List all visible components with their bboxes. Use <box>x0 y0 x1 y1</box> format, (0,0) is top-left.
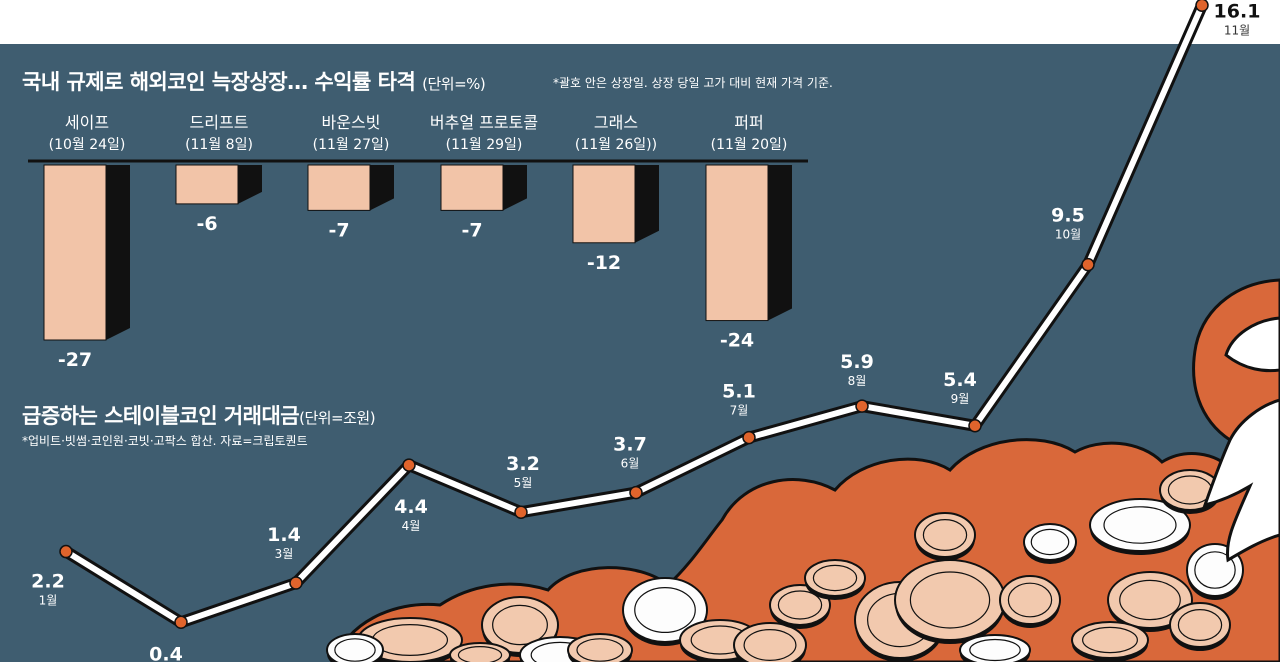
bar-value-label: -12 <box>587 252 621 274</box>
bar-value-label: -7 <box>328 219 349 241</box>
line-chart-note: *업비트·빗썸·코인원·코빗·고팍스 합산. 자료=크립토퀀트 <box>22 434 308 448</box>
line-month-label: 8월 <box>848 374 867 388</box>
line-value-label: 5.1 <box>722 381 756 403</box>
bar-chart: -27 세이프 (10월 24일) -6 드리프트 (11월 8일) -7 바운스빗 (11월 … <box>28 113 808 371</box>
line-value-label: 16.1 <box>1214 0 1261 22</box>
bar-shadow <box>635 165 659 243</box>
coin <box>449 642 511 662</box>
coin-rim <box>1194 551 1236 589</box>
bar <box>572 164 636 244</box>
line-point <box>1081 257 1095 272</box>
bar-shadow <box>106 165 130 340</box>
line-point <box>289 576 303 590</box>
coin <box>959 634 1031 662</box>
bar <box>43 164 107 341</box>
bar-date-label: (11월 20일) <box>711 137 788 153</box>
coin-rim <box>634 586 696 633</box>
line-point <box>59 544 73 559</box>
line-point <box>855 399 869 413</box>
coin-rim <box>777 590 823 620</box>
bar-chart-note: *괄호 안은 상장일. 상장 당일 고가 대비 현재 가격 기준. <box>553 76 833 90</box>
line-value-label: 0.4 <box>149 643 183 662</box>
line-month-label: 6월 <box>621 457 640 471</box>
coin <box>733 622 807 662</box>
bar <box>705 164 769 322</box>
line-value-label: 1.4 <box>267 524 301 546</box>
line-month-label: 5월 <box>514 476 533 490</box>
coin-rim <box>334 638 376 662</box>
bar-category-label: 버추얼 프로토콜 <box>430 113 538 132</box>
bar-shadow <box>768 165 792 321</box>
line-point <box>514 505 528 519</box>
coin-rim <box>743 628 797 661</box>
coin-rim <box>492 604 548 646</box>
line-point <box>742 430 756 445</box>
coin-rim <box>457 646 503 662</box>
coin-rim <box>1030 528 1070 556</box>
bar-date-label: (11월 8일) <box>185 137 253 153</box>
bar-category-label: 드리프트 <box>190 113 249 132</box>
line-month-label: 7월 <box>730 404 749 418</box>
bar-category-label: 세이프 <box>65 113 109 132</box>
coin-rim <box>1082 626 1138 654</box>
line-chart: 2.21월0.42월1.43월4.44월3.25월3.76월5.17월5.98월… <box>31 0 1260 662</box>
line-month-label: 9월 <box>951 392 970 406</box>
coin-illustration <box>326 278 1280 662</box>
bar-value-label: -27 <box>58 349 92 371</box>
coin-rim <box>922 518 968 551</box>
bar <box>307 164 371 211</box>
line-month-label: 10월 <box>1055 228 1081 242</box>
coin <box>567 633 633 662</box>
bar-chart-title: 국내 규제로 해외코인 늑장상장… 수익률 타격 (단위=%) <box>22 70 486 94</box>
bar-shadow <box>370 165 394 211</box>
bar-value-label: -6 <box>196 213 217 235</box>
line-value-label: 3.7 <box>613 434 647 456</box>
line-point <box>629 485 643 500</box>
bar-shadow <box>503 165 527 211</box>
bar-category-label: 퍼퍼 <box>734 113 763 132</box>
character-beard <box>1202 398 1280 563</box>
coin <box>326 633 384 662</box>
coin-rim <box>909 571 991 629</box>
line-month-label: 4월 <box>402 519 421 533</box>
line-value-label: 9.5 <box>1051 205 1085 227</box>
line-value-label: 5.4 <box>943 369 977 391</box>
line-point <box>174 615 188 630</box>
bar <box>175 164 239 205</box>
bar-date-label: (11월 27일) <box>313 137 390 153</box>
coin-rim <box>1119 579 1181 621</box>
line-chart-title: 급증하는 스테이블코인 거래대금(단위=조원) <box>22 404 376 428</box>
line-point <box>402 458 416 472</box>
line-month-label: 1월 <box>39 594 58 608</box>
bar-value-label: -24 <box>720 330 754 352</box>
character-eye <box>1224 316 1280 373</box>
line-value-label: 2.2 <box>31 571 65 593</box>
bar-category-label: 그래스 <box>594 113 638 132</box>
bar <box>440 164 504 211</box>
line-value-label: 5.9 <box>840 351 874 373</box>
line-value-label: 3.2 <box>506 453 540 475</box>
bar-shadow <box>238 165 262 204</box>
line-month-label: 11월 <box>1224 23 1250 37</box>
top-band <box>0 0 1280 44</box>
bar-category-label: 바운스빗 <box>322 113 381 132</box>
bar-date-label: (11월 26일)) <box>575 137 657 153</box>
coin-rim <box>1177 608 1223 641</box>
coin-rim <box>576 638 624 662</box>
coin-rim <box>812 564 858 592</box>
line-month-label: 3월 <box>275 547 294 561</box>
bar-value-label: -7 <box>461 219 482 241</box>
coin-rim <box>1103 506 1177 544</box>
line-value-label: 4.4 <box>394 496 428 518</box>
line-point <box>968 419 982 433</box>
line-point <box>1195 0 1209 13</box>
bar-date-label: (11월 29일) <box>446 137 523 153</box>
coin-rim <box>1007 582 1053 618</box>
bar-date-label: (10월 24일) <box>49 137 126 153</box>
coin-rim <box>969 638 1021 662</box>
